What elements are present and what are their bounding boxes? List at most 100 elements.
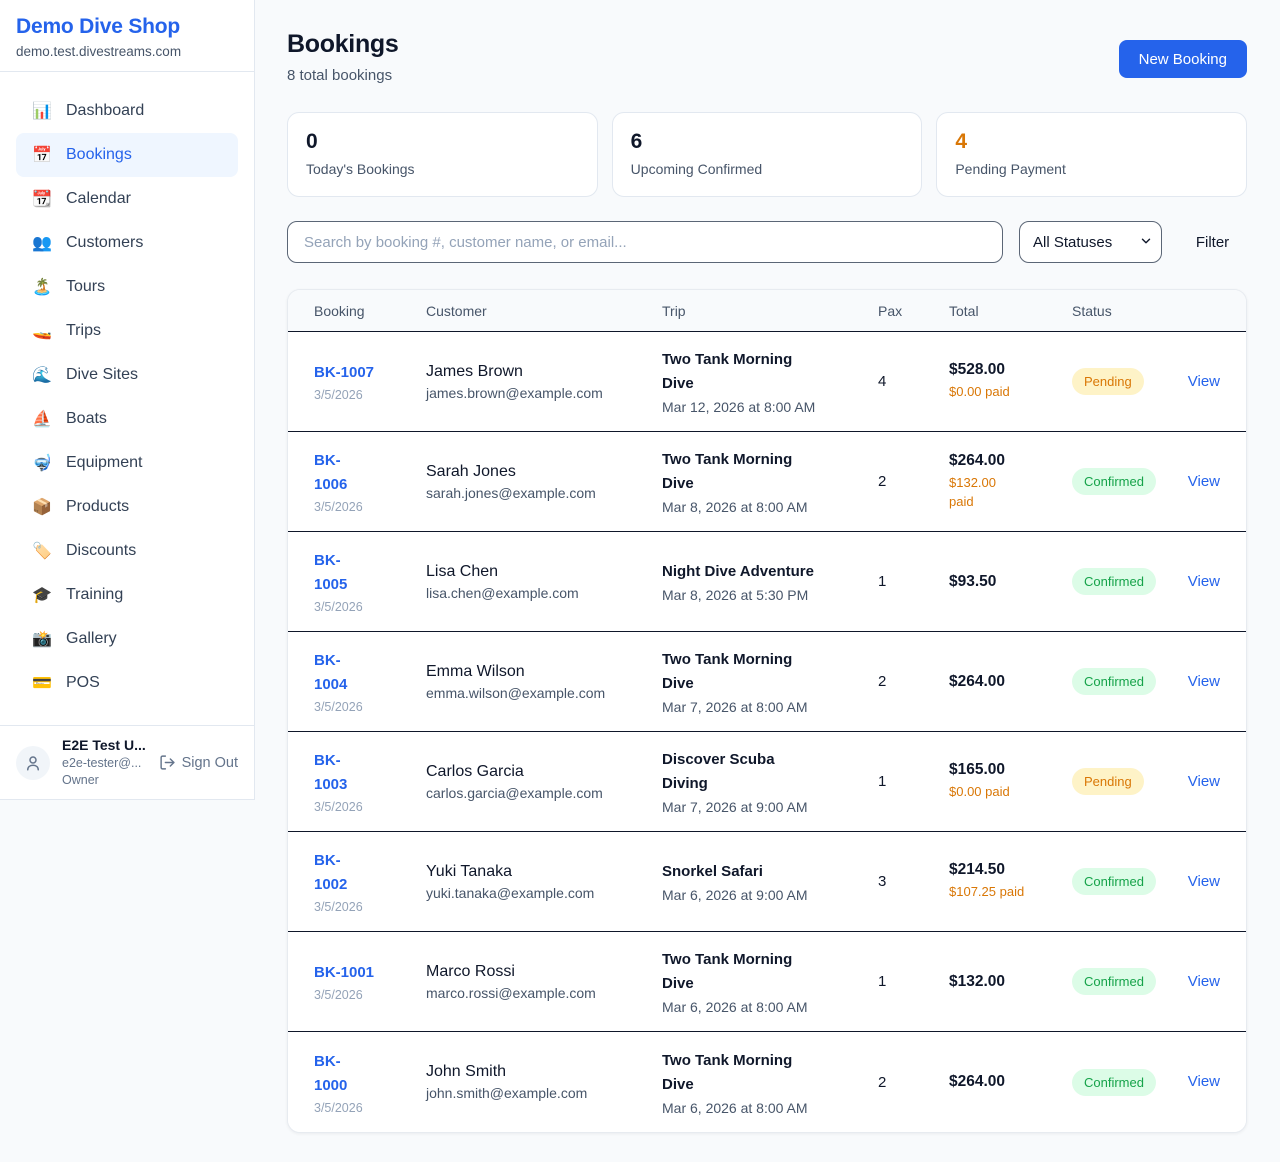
customer-cell: Marco Rossi marco.rossi@example.com [426, 963, 662, 1001]
trip-datetime: Mar 6, 2026 at 8:00 AM [662, 999, 808, 1015]
pax-count: 4 [878, 373, 887, 390]
sidebar-item-products[interactable]: 📦 Products [16, 485, 238, 529]
customer-name: Carlos Garcia [426, 762, 524, 780]
sidebar-item-discounts[interactable]: 🏷️ Discounts [16, 529, 238, 573]
booking-cell: BK- 1002 3/5/2026 [314, 849, 426, 914]
tear-off-calendar-icon: 📆 [32, 191, 52, 208]
new-booking-button[interactable]: New Booking [1118, 40, 1247, 78]
paid-amount: $0.00 paid [949, 384, 1010, 400]
pax-count: 2 [878, 673, 887, 690]
sidebar-item-dashboard[interactable]: 📊 Dashboard [16, 89, 238, 133]
booking-date: 3/5/2026 [314, 1100, 363, 1115]
total-amount: $528.00 [949, 361, 1006, 379]
status-badge: Confirmed [1072, 668, 1156, 695]
customer-cell: Emma Wilson emma.wilson@example.com [426, 663, 662, 701]
booking-id-link[interactable]: BK- 1000 [314, 1052, 348, 1094]
bar-chart-icon: 📊 [32, 103, 52, 120]
view-link[interactable]: View [1187, 872, 1220, 890]
sidebar-item-boats[interactable]: ⛵ Boats [16, 397, 238, 441]
page-title: Bookings [287, 30, 399, 58]
customer-email: john.smith@example.com [426, 1085, 588, 1101]
view-link[interactable]: View [1187, 972, 1220, 990]
total-amount: $165.00 [949, 761, 1006, 779]
trip-name: Two Tank Morning Dive [662, 651, 793, 692]
booking-cell: BK-1001 3/5/2026 [314, 961, 426, 1002]
customer-email: sarah.jones@example.com [426, 484, 596, 501]
booking-id-link[interactable]: BK-1007 [314, 364, 375, 381]
trip-name: Two Tank Morning Dive [662, 951, 793, 992]
nav-item-label: Boats [66, 410, 107, 427]
status-badge: Confirmed [1072, 1068, 1156, 1096]
nav-item-label: Trips [66, 322, 101, 339]
bookings-table: Booking Customer Trip Pax Total Status B… [287, 289, 1247, 1133]
nav-item-label: Equipment [66, 454, 143, 471]
column-header-pax: Pax [878, 302, 903, 319]
status-select-wrap: All Statuses [1019, 221, 1162, 263]
stat-label: Pending Payment [955, 161, 1066, 177]
table-header-row: Booking Customer Trip Pax Total Status [288, 290, 1246, 332]
view-link[interactable]: View [1187, 472, 1220, 490]
customer-email: yuki.tanaka@example.com [426, 884, 595, 901]
sidebar-item-dive-sites[interactable]: 🌊 Dive Sites [16, 353, 238, 397]
booking-id-link[interactable]: BK-1001 [314, 964, 375, 981]
nav-item-label: Discounts [66, 542, 137, 559]
nav-item-label: Products [66, 498, 130, 515]
customer-name: Marco Rossi [426, 962, 515, 980]
booking-cell: BK- 1006 3/5/2026 [314, 449, 426, 514]
paid-amount: $132.00 paid [949, 474, 996, 509]
nav-item-label: Calendar [66, 190, 131, 207]
customer-email: emma.wilson@example.com [426, 684, 606, 701]
sign-out-button[interactable]: Sign Out [159, 754, 238, 771]
sidebar-item-training[interactable]: 🎓 Training [16, 573, 238, 617]
booking-date: 3/5/2026 [314, 500, 363, 514]
booking-cell: BK- 1004 3/5/2026 [314, 649, 426, 714]
view-link[interactable]: View [1187, 672, 1220, 690]
sidebar-item-gallery[interactable]: 📸 Gallery [16, 617, 238, 661]
search-input[interactable] [287, 221, 1003, 263]
column-header-booking: Booking [314, 302, 365, 319]
sidebar-item-equipment[interactable]: 🤿 Equipment [16, 441, 238, 485]
booking-id-link[interactable]: BK- 1006 [314, 452, 348, 493]
total-cell: $528.00 $0.00 paid [949, 361, 1072, 402]
customer-name: James Brown [426, 362, 523, 380]
booking-id-link[interactable]: BK- 1002 [314, 852, 348, 893]
trip-name: Snorkel Safari [662, 863, 763, 880]
customer-cell: Lisa Chen lisa.chen@example.com [426, 563, 662, 601]
trip-cell: Two Tank Morning Dive Mar 7, 2026 at 8:0… [662, 648, 878, 715]
view-link[interactable]: View [1187, 1073, 1220, 1090]
nav-item-label: Dashboard [66, 102, 145, 119]
customer-name: Sarah Jones [426, 462, 516, 480]
sidebar-item-pos[interactable]: 💳 POS [16, 661, 238, 705]
stat-card: 6 Upcoming Confirmed [611, 112, 923, 197]
view-link[interactable]: View [1187, 372, 1220, 390]
total-amount: $214.50 [949, 861, 1006, 879]
sidebar: Demo Dive Shop demo.test.divestreams.com… [0, 0, 255, 800]
sidebar-nav: 📊 Dashboard 📅 Bookings 📆 Calendar 👥 Cust… [0, 72, 254, 722]
booking-date: 3/5/2026 [314, 700, 363, 714]
sidebar-item-tours[interactable]: 🏝️ Tours [16, 265, 238, 309]
trip-name: Night Dive Adventure [662, 563, 814, 580]
filter-button[interactable]: Filter [1195, 233, 1230, 251]
total-amount: $264.00 [949, 1073, 1006, 1090]
view-link[interactable]: View [1187, 772, 1220, 790]
booking-id-link[interactable]: BK- 1004 [314, 652, 348, 693]
nav-item-label: Training [66, 586, 124, 603]
customer-email: lisa.chen@example.com [426, 584, 579, 601]
view-link[interactable]: View [1187, 572, 1220, 590]
status-cell: Pending [1072, 768, 1181, 795]
pax-count: 1 [878, 773, 887, 790]
status-select[interactable]: All Statuses [1019, 221, 1162, 263]
trip-name: Two Tank Morning Dive [662, 451, 793, 492]
booking-id-link[interactable]: BK- 1003 [314, 752, 348, 793]
sidebar-item-customers[interactable]: 👥 Customers [16, 221, 238, 265]
sidebar-item-trips[interactable]: 🚤 Trips [16, 309, 238, 353]
total-amount: $93.50 [949, 572, 997, 590]
booking-id-link[interactable]: BK- 1005 [314, 552, 348, 593]
customer-cell: Yuki Tanaka yuki.tanaka@example.com [426, 863, 662, 901]
wave-icon: 🌊 [32, 367, 52, 384]
trip-datetime: Mar 8, 2026 at 5:30 PM [662, 587, 809, 603]
table-row: BK- 1004 3/5/2026 Emma Wilson emma.wilso… [288, 632, 1246, 732]
sidebar-item-bookings[interactable]: 📅 Bookings [16, 133, 238, 177]
pax-count: 2 [878, 473, 887, 490]
sidebar-item-calendar[interactable]: 📆 Calendar [16, 177, 238, 221]
